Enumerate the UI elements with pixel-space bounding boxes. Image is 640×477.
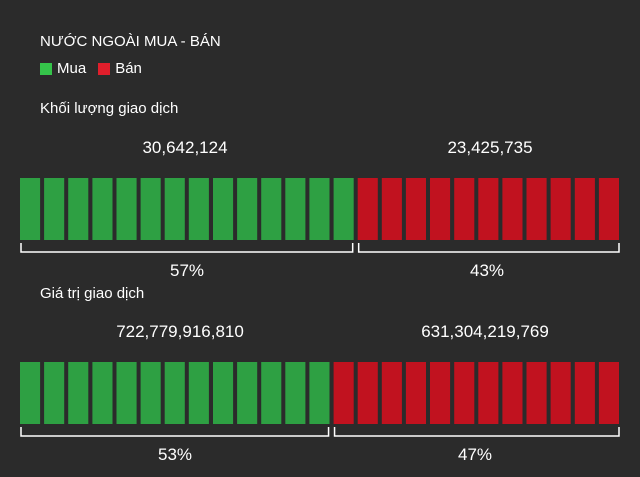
- sell-bar-segment: [381, 178, 402, 240]
- sell-bar-segment: [333, 362, 354, 424]
- buy-bar-segment: [68, 178, 89, 240]
- sell-bracket: [333, 427, 620, 437]
- sell-value-percent: 47%: [457, 445, 493, 464]
- legend-item-buy: Mua: [40, 60, 86, 77]
- buy-bar-segment: [285, 178, 306, 240]
- buy-bracket: [20, 427, 330, 437]
- sell-bar-segment: [430, 178, 451, 240]
- legend-item-sell: Bán: [98, 60, 142, 77]
- buy-bar-segment: [20, 362, 41, 424]
- sell-value-value: 631,304,219,769: [421, 322, 549, 341]
- buy-bar-segment: [164, 178, 185, 240]
- sell-bar-segment: [357, 362, 378, 424]
- buy-bar-segment: [188, 362, 209, 424]
- buy-bar-segment: [237, 178, 258, 240]
- buy-volume-value: 30,642,124: [142, 138, 228, 157]
- buy-bar-segment: [140, 362, 161, 424]
- sell-bar-segment: [502, 362, 523, 424]
- buy-bar-segment: [44, 178, 65, 240]
- buy-bar-segment: [237, 362, 258, 424]
- sell-bar-segment: [381, 362, 402, 424]
- buy-bar-segment: [68, 362, 89, 424]
- buy-bar-segment: [140, 178, 161, 240]
- buy-bar-segment: [44, 362, 65, 424]
- buy-bar-segment: [285, 362, 306, 424]
- sell-bar-segment: [526, 362, 547, 424]
- sell-volume-percent: 43%: [469, 261, 505, 280]
- sell-bar-segment: [598, 362, 619, 424]
- buy-value-value: 722,779,916,810: [116, 322, 244, 341]
- buy-bar-segment: [20, 178, 41, 240]
- chart-title: NƯỚC NGOÀI MUA - BÁN: [40, 33, 221, 50]
- sell-bracket: [357, 243, 620, 253]
- buy-bar-segment: [116, 362, 137, 424]
- legend-label-buy: Mua: [57, 60, 87, 77]
- buy-bar-segment: [92, 178, 113, 240]
- buy-value-percent: 53%: [157, 445, 193, 464]
- sell-bar-segment: [550, 178, 571, 240]
- sell-bar-segment: [357, 178, 378, 240]
- sell-bar-segment: [550, 362, 571, 424]
- sell-bar-segment: [574, 362, 595, 424]
- buy-bar-segment: [164, 362, 185, 424]
- section-title-volume: Khối lượng giao dịch: [40, 100, 179, 117]
- buy-bar-segment: [309, 362, 330, 424]
- sell-bar-segment: [502, 178, 523, 240]
- sell-bar-segment: [405, 178, 426, 240]
- sell-bar-segment: [526, 178, 547, 240]
- buy-bracket: [20, 243, 354, 253]
- sell-bar-segment: [454, 362, 475, 424]
- legend-swatch-sell: [98, 62, 111, 75]
- buy-bar-segment: [309, 178, 330, 240]
- sell-bar-segment: [454, 178, 475, 240]
- buy-bar-segment: [261, 178, 282, 240]
- sell-bar-segment: [478, 362, 499, 424]
- sell-bar-segment: [405, 362, 426, 424]
- buy-bar-segment: [213, 362, 234, 424]
- sell-bar-segment: [478, 178, 499, 240]
- legend-swatch-buy: [40, 62, 52, 75]
- buy-volume-percent: 57%: [169, 261, 205, 280]
- section-title-value: Giá trị giao dịch: [40, 285, 145, 302]
- buy-bar-segment: [261, 362, 282, 424]
- sell-volume-value: 23,425,735: [447, 138, 533, 157]
- buy-bar-segment: [188, 178, 209, 240]
- buy-bar-segment: [213, 178, 234, 240]
- legend-label-sell: Bán: [115, 60, 142, 77]
- sell-bar-segment: [598, 178, 619, 240]
- sell-bar-segment: [430, 362, 451, 424]
- buy-bar-segment: [333, 178, 354, 240]
- buy-bar-segment: [92, 362, 113, 424]
- buy-bar-segment: [116, 178, 137, 240]
- sell-bar-segment: [574, 178, 595, 240]
- legend: Mua Bán: [40, 60, 154, 77]
